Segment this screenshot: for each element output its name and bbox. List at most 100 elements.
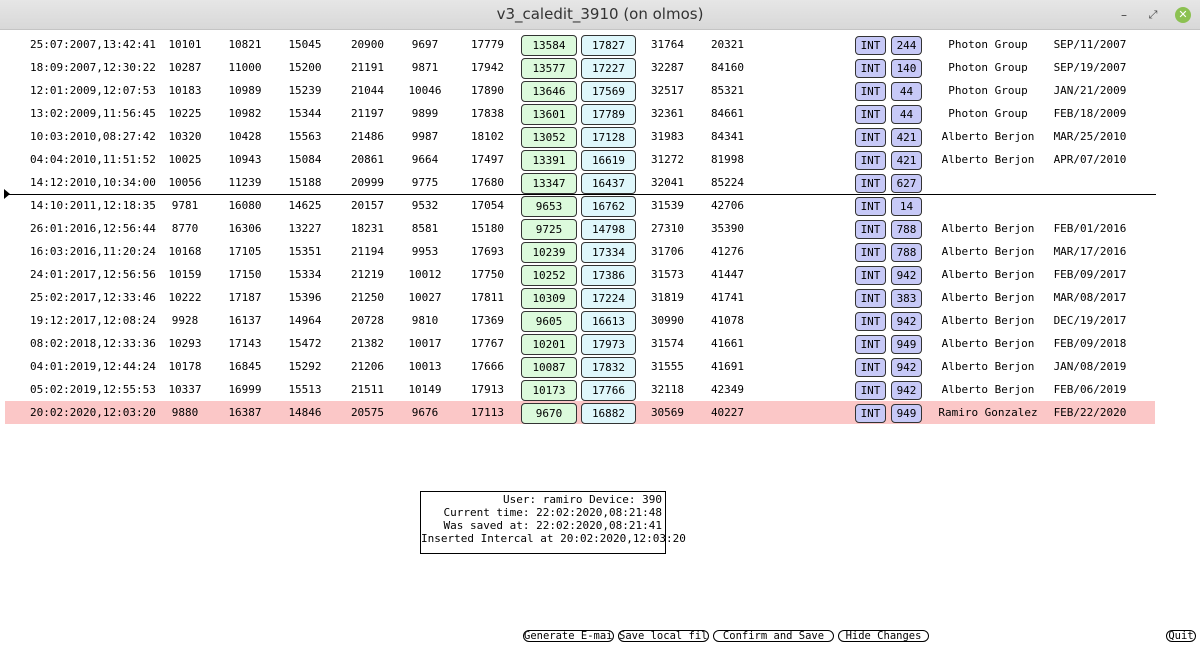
row-int-badge[interactable]: INT [855,151,886,170]
row-green-value[interactable]: 9670 [521,403,577,424]
generate-email-button[interactable]: Generate E-mail [523,630,614,642]
row-int-badge[interactable]: INT [855,197,886,216]
row-green-value[interactable]: 10309 [521,288,577,309]
maximize-icon[interactable]: ⤢ [1148,8,1158,21]
row-cyan-value[interactable]: 17827 [581,35,636,56]
row-cyan-value[interactable]: 16882 [581,403,636,424]
row-value-3: 15188 [288,176,322,189]
row-int-badge[interactable]: INT [855,82,886,101]
row-cyan-value[interactable]: 17386 [581,265,636,286]
row-num-badge[interactable]: 788 [891,243,922,262]
row-int-badge[interactable]: INT [855,312,886,331]
row-value-4: 21191 [350,61,385,74]
row-green-value[interactable]: 13646 [521,81,577,102]
row-num-badge[interactable]: 942 [891,312,922,331]
row-value-1: 8770 [171,222,199,235]
row-value-2: 16845 [228,360,262,373]
row-cyan-value[interactable]: 17128 [581,127,636,148]
row-cyan-value[interactable]: 16762 [581,196,636,217]
row-num-badge[interactable]: 140 [891,59,922,78]
row-value-9: 27310 [650,222,685,235]
row-green-value[interactable]: 9605 [521,311,577,332]
row-num-badge[interactable]: 421 [891,128,922,147]
row-value-9: 31819 [650,291,685,304]
row-date: 14:10:2011,12:18:35 [30,199,156,212]
row-int-badge[interactable]: INT [855,335,886,354]
row-num-badge[interactable]: 942 [891,381,922,400]
row-cyan-value[interactable]: 17224 [581,288,636,309]
row-value-10: 85224 [710,176,745,189]
row-cyan-value[interactable]: 17569 [581,81,636,102]
row-cyan-value[interactable]: 16619 [581,150,636,171]
close-icon[interactable]: ✕ [1175,7,1191,23]
row-num-badge[interactable]: 942 [891,266,922,285]
row-cyan-value[interactable]: 17227 [581,58,636,79]
row-green-value[interactable]: 13391 [521,150,577,171]
row-date: 04:04:2010,11:51:52 [30,153,156,166]
minimize-icon[interactable]: – [1121,8,1127,22]
row-green-value[interactable]: 10173 [521,380,577,401]
window-title: v3_caledit_3910 (on olmos) [496,5,704,23]
row-int-badge[interactable]: INT [855,128,886,147]
row-num-badge[interactable]: 44 [891,105,922,124]
row-green-value[interactable]: 9725 [521,219,577,240]
row-num-badge[interactable]: 244 [891,36,922,55]
row-cyan-value[interactable]: 17973 [581,334,636,355]
row-value-1: 9880 [171,406,199,419]
row-int-badge[interactable]: INT [855,404,886,423]
row-num-badge[interactable]: 421 [891,151,922,170]
row-cyan-value[interactable]: 14798 [581,219,636,240]
row-num-badge[interactable]: 44 [891,82,922,101]
row-cyan-value[interactable]: 17789 [581,104,636,125]
row-green-value[interactable]: 10087 [521,357,577,378]
row-green-value[interactable]: 10252 [521,265,577,286]
row-value-3: 15292 [288,360,322,373]
row-int-badge[interactable]: INT [855,266,886,285]
row-num-badge[interactable]: 14 [891,197,922,216]
row-cyan-value[interactable]: 17766 [581,380,636,401]
row-green-value[interactable]: 9653 [521,196,577,217]
quit-button[interactable]: Quit [1166,630,1196,642]
row-num-badge[interactable]: 788 [891,220,922,239]
row-green-value[interactable]: 13052 [521,127,577,148]
row-operator: Photon Group [948,107,1028,120]
row-value-5: 10013 [408,360,442,373]
confirm-and-save-button[interactable]: Confirm and Save [713,630,834,642]
row-int-badge[interactable]: INT [855,381,886,400]
row-int-badge[interactable]: INT [855,358,886,377]
row-num-badge[interactable]: 627 [891,174,922,193]
table-row: 19:12:2017,12:08:24 9928 16137 14964 20728 98… [5,309,1155,332]
row-green-value[interactable]: 13584 [521,35,577,56]
row-green-value[interactable]: 10239 [521,242,577,263]
row-value-10: 35390 [710,222,745,235]
row-int-badge[interactable]: INT [855,105,886,124]
row-int-badge[interactable]: INT [855,289,886,308]
row-num-badge[interactable]: 949 [891,404,922,423]
save-local-file-button[interactable]: Save local file [618,630,709,642]
row-cyan-value[interactable]: 16613 [581,311,636,332]
row-green-value[interactable]: 13347 [521,173,577,194]
row-cal-date: SEP/19/2007 [1053,61,1127,74]
row-value-3: 15239 [288,84,322,97]
row-value-9: 31573 [650,268,685,281]
row-num-badge[interactable]: 942 [891,358,922,377]
row-int-badge[interactable]: INT [855,174,886,193]
row-int-badge[interactable]: INT [855,220,886,239]
info-current-time: Current time: 22:02:2020,08:21:48 [443,506,662,519]
row-green-value[interactable]: 10201 [521,334,577,355]
row-green-value[interactable]: 13601 [521,104,577,125]
row-green-value[interactable]: 13577 [521,58,577,79]
row-num-badge[interactable]: 383 [891,289,922,308]
row-value-9: 32287 [650,61,685,74]
row-cyan-value[interactable]: 16437 [581,173,636,194]
row-int-badge[interactable]: INT [855,59,886,78]
hide-changes-button[interactable]: Hide Changes [838,630,929,642]
row-value-3: 15472 [288,337,322,350]
row-cyan-value[interactable]: 17334 [581,242,636,263]
row-int-badge[interactable]: INT [855,36,886,55]
row-value-6: 17890 [470,84,505,97]
row-cyan-value[interactable]: 17832 [581,357,636,378]
row-num-badge[interactable]: 949 [891,335,922,354]
row-value-4: 21382 [350,337,385,350]
row-int-badge[interactable]: INT [855,243,886,262]
